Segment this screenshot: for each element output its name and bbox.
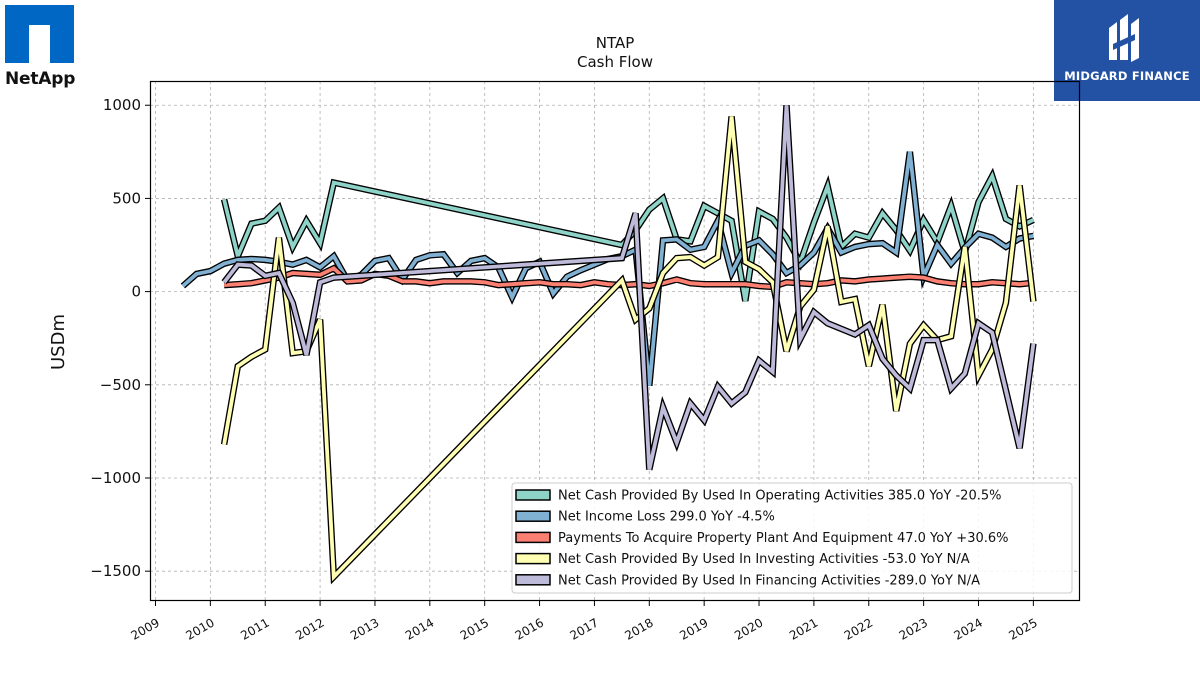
y-tick-label: −1500 <box>90 562 141 580</box>
x-tick-label: 2023 <box>897 615 930 642</box>
netapp-logo: NetApp <box>5 5 80 95</box>
plot-frame <box>149 80 1081 602</box>
legend-swatch <box>515 510 551 522</box>
x-tick-label: 2010 <box>183 615 216 642</box>
netapp-logo-text: NetApp <box>5 69 76 89</box>
series-line-stroke <box>223 266 1034 289</box>
legend-entry: Net Cash Provided By Used In Operating A… <box>558 489 1001 504</box>
midgard-emblem-icon <box>1109 14 1139 62</box>
x-tick-label: 2013 <box>348 615 381 642</box>
midgard-finance-text: MIDGARD FINANCE <box>1064 69 1190 83</box>
legend-entry: Net Income Loss 299.0 YoY -4.5% <box>558 510 775 525</box>
y-tick-label: −1000 <box>90 469 141 487</box>
x-tick-label: 2020 <box>732 615 765 642</box>
x-tick-label: 2011 <box>238 615 271 642</box>
legend: Net Cash Provided By Used In Operating A… <box>511 482 1073 594</box>
midgard-finance-logo: MIDGARD FINANCE <box>1054 0 1200 101</box>
x-tick-label: 2017 <box>567 615 600 642</box>
legend-entry: Net Cash Provided By Used In Financing A… <box>558 573 980 588</box>
x-tick-label: 2021 <box>787 615 820 642</box>
legend-swatch <box>515 531 551 544</box>
series-lines <box>180 105 1037 585</box>
y-tick-label: −500 <box>100 376 141 394</box>
series-line-5 <box>221 105 1037 471</box>
legend-entry: Payments To Acquire Property Plant And E… <box>558 531 1009 546</box>
y-axis-label: USDm <box>48 314 69 370</box>
x-tick-label: 2015 <box>458 615 491 642</box>
chart-subtitle: Cash Flow <box>577 53 653 71</box>
legend-swatch <box>515 489 551 501</box>
x-tick-label: 2024 <box>952 615 985 642</box>
x-tick-label: 2019 <box>677 615 710 642</box>
x-tick-label: 2016 <box>513 615 546 642</box>
y-tick-label: 0 <box>131 283 141 301</box>
legend-swatch <box>515 552 551 565</box>
netapp-logo-mark <box>5 5 74 63</box>
x-tick-label: 2012 <box>293 615 326 642</box>
legend-entry: Net Cash Provided By Used In Investing A… <box>558 552 970 567</box>
legend-swatch <box>515 574 551 586</box>
y-tick-label: 500 <box>112 189 141 207</box>
x-tick-label: 2022 <box>842 615 875 642</box>
y-axis-ticks: 1000 500 0 −500 −1000 −1500 <box>90 96 150 580</box>
series-line-3 <box>223 264 1034 291</box>
y-tick-label: 1000 <box>103 96 141 114</box>
x-tick-label: 2009 <box>129 615 162 642</box>
series-line-1 <box>220 167 1035 302</box>
series-line-stroke <box>222 105 1036 471</box>
x-axis-ticks: 2009 2010 2011 2012 2013 2014 2015 2016 2017 2018… <box>129 601 1040 643</box>
legend-box <box>511 482 1073 594</box>
x-tick-label: 2018 <box>622 615 655 642</box>
x-tick-label: 2025 <box>1006 615 1039 642</box>
x-tick-label: 2014 <box>403 615 436 642</box>
series-line-stroke <box>222 171 1035 302</box>
chart-title: NTAP <box>596 34 635 52</box>
